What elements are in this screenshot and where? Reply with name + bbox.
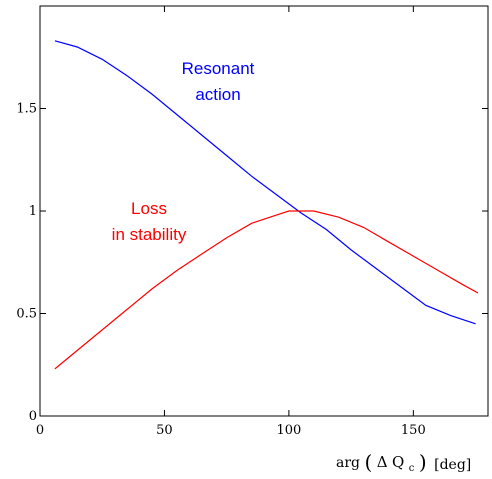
series-lines — [54, 40, 479, 370]
x-tick-label: 50 — [156, 423, 173, 438]
svg-text:arg ( Δ Q: arg ( Δ Q c ) [deg] — [336, 450, 471, 475]
series-line-2 — [54, 210, 479, 370]
x-tick-label: 150 — [401, 423, 426, 438]
series-line-1 — [54, 40, 476, 325]
x-tick-label: 0 — [36, 423, 44, 438]
x-label-prefix: arg — [336, 455, 360, 471]
x-label-paren-open: ( — [364, 450, 372, 474]
x-label-suffix: [deg] — [434, 457, 471, 473]
annotation-resonant-line2: action — [195, 85, 240, 104]
x-tick-label: 100 — [276, 423, 301, 438]
x-label-sub: c — [409, 463, 415, 474]
x-label-delta: Δ — [377, 453, 388, 471]
y-tick-label: 1 — [29, 204, 37, 219]
y-tick-label: 0 — [29, 409, 37, 424]
ticks: 0 50 100 150 0 0.5 1 1.5 — [16, 6, 488, 438]
x-axis-label: arg ( Δ Q c ) [deg] — [336, 450, 471, 475]
y-tick-label: 1.5 — [16, 102, 37, 117]
annotation-loss-line1: Loss — [131, 199, 167, 218]
plot-area — [39, 5, 489, 417]
x-label-q: Q — [392, 453, 404, 471]
y-tick-label: 0.5 — [16, 307, 37, 322]
x-label-paren-close: ) — [419, 450, 427, 474]
annotation-resonant-line1: Resonant — [182, 59, 255, 78]
annotation-loss-line2: in stability — [112, 225, 187, 244]
